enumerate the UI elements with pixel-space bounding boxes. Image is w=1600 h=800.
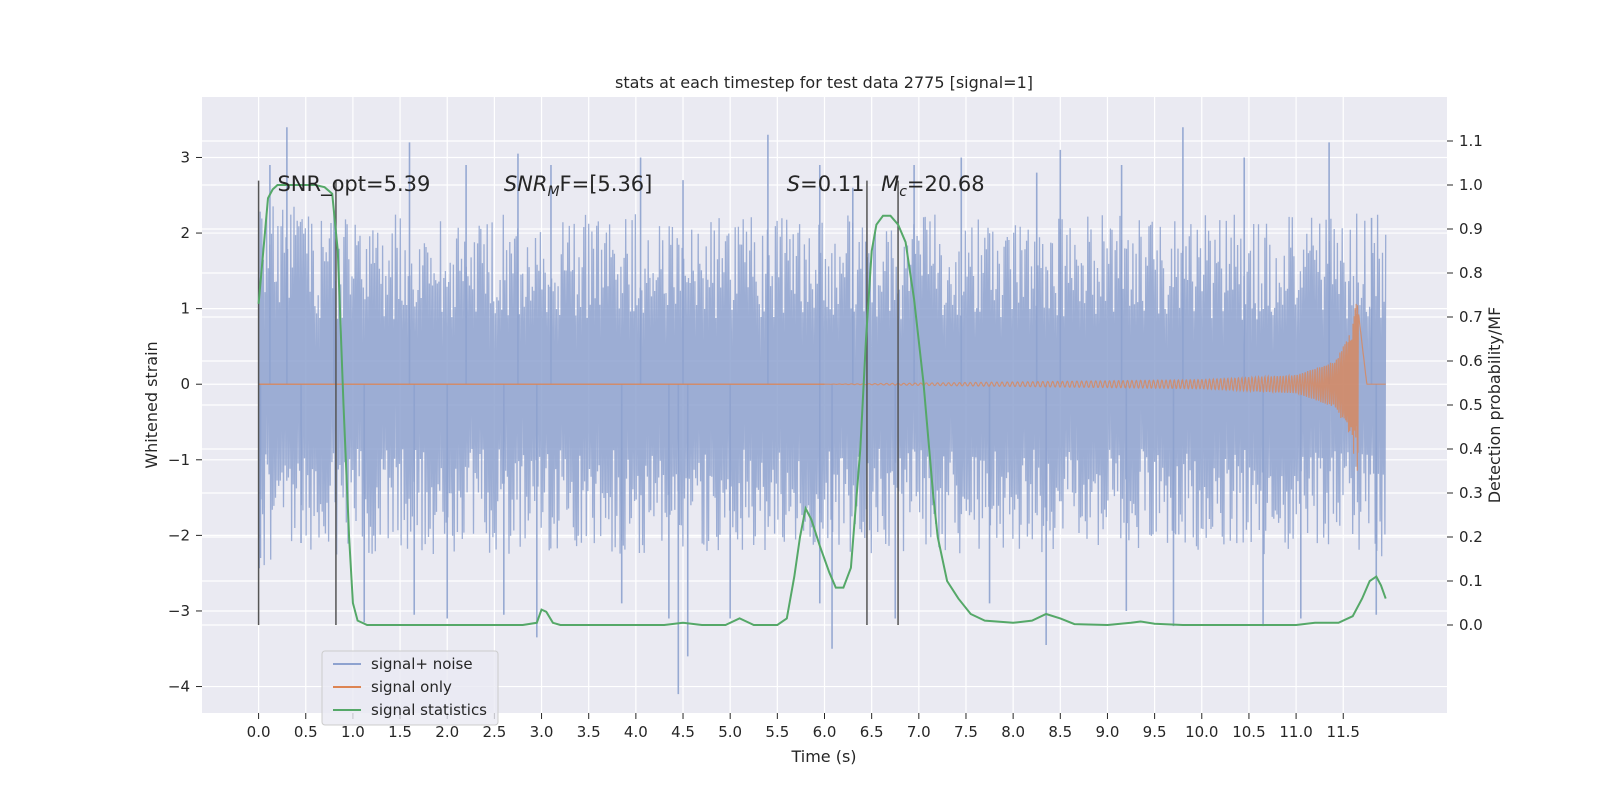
y-tick-label: 3 bbox=[180, 148, 190, 166]
annotation-italic: M bbox=[881, 172, 899, 196]
annotation-text: Mc=20.68 bbox=[881, 172, 985, 200]
y-right-tick-label: 0.3 bbox=[1459, 484, 1483, 502]
x-tick-label: 3.0 bbox=[530, 723, 554, 741]
annotations: SNR_opt=5.39 SNRMF=[5.36] S=0.11 Mc=20.68 bbox=[277, 172, 984, 200]
y-right-tick-label: 0.1 bbox=[1459, 572, 1483, 590]
x-tick-label: 5.5 bbox=[765, 723, 789, 741]
signal-only-series bbox=[258, 303, 1386, 471]
x-tick-label: 0.5 bbox=[294, 723, 318, 741]
y-right-tick-label: 0.7 bbox=[1459, 308, 1483, 326]
y-tick-label: −4 bbox=[168, 678, 190, 696]
y-right-tick-label: 1.0 bbox=[1459, 176, 1483, 194]
x-tick-label: 3.5 bbox=[577, 723, 601, 741]
y-tick-label: 2 bbox=[180, 224, 190, 242]
y-axis-right-label: Detection probability/MF bbox=[1485, 307, 1504, 504]
x-tick-label: 8.5 bbox=[1048, 723, 1072, 741]
annotation-text: SNRMF=[5.36] bbox=[504, 172, 653, 200]
y-tick-label: −3 bbox=[168, 602, 190, 620]
annotation-value: F=[5.36] bbox=[560, 172, 653, 196]
annotation-subscript: M bbox=[547, 184, 559, 200]
y-tick-label: 0 bbox=[180, 375, 190, 393]
y-right-tick-label: 0.5 bbox=[1459, 396, 1483, 414]
x-tick-label: 6.0 bbox=[813, 723, 837, 741]
y-right-tick-label: 0.4 bbox=[1459, 440, 1483, 458]
chart-title: stats at each timestep for test data 277… bbox=[615, 73, 1033, 92]
x-tick-label: 9.0 bbox=[1096, 723, 1120, 741]
annotation-value: =20.68 bbox=[907, 172, 985, 196]
legend-label: signal statistics bbox=[371, 701, 487, 719]
y-axis-left-label: Whitened strain bbox=[142, 341, 161, 468]
y-right-tick-label: 0.2 bbox=[1459, 528, 1483, 546]
x-tick-label: 4.0 bbox=[624, 723, 648, 741]
marker-vertical-lines bbox=[257, 180, 899, 625]
annotation-value: =0.11 bbox=[800, 172, 864, 196]
annotation-text: S=0.11 bbox=[787, 172, 865, 196]
y-axis-left-ticks: 3 2 1 0 −1 −2 −3 −4 bbox=[168, 148, 202, 696]
signal-statistics-series bbox=[257, 184, 1387, 627]
x-tick-label: 11.5 bbox=[1327, 723, 1360, 741]
x-tick-label: 10.0 bbox=[1185, 723, 1218, 741]
y-right-tick-label: 0.0 bbox=[1459, 616, 1483, 634]
y-tick-label: −1 bbox=[168, 451, 190, 469]
annotation-italic: S bbox=[787, 172, 800, 196]
annotation-italic: SNR bbox=[504, 172, 548, 196]
y-axis-right-ticks: 1.1 1.0 0.9 0.8 0.7 0.6 0.5 0.4 0.3 0.2 0.1 0.0 bbox=[1447, 132, 1483, 634]
y-right-tick-label: 0.6 bbox=[1459, 352, 1483, 370]
annotation-text: SNR_opt=5.39 bbox=[277, 172, 430, 197]
legend-label: signal+ noise bbox=[371, 655, 473, 673]
x-tick-label: 5.0 bbox=[718, 723, 742, 741]
x-tick-label: 7.0 bbox=[907, 723, 931, 741]
legend-box bbox=[321, 650, 499, 726]
statistics-trace bbox=[257, 184, 1387, 627]
y-tick-label: −2 bbox=[168, 526, 190, 544]
x-tick-label: 11.0 bbox=[1279, 723, 1312, 741]
y-right-tick-label: 1.1 bbox=[1459, 132, 1483, 150]
y-right-tick-label: 0.9 bbox=[1459, 220, 1483, 238]
y-tick-label: 1 bbox=[180, 300, 190, 318]
legend-label: signal only bbox=[371, 678, 452, 696]
x-tick-label: 10.5 bbox=[1232, 723, 1265, 741]
x-tick-label: 6.5 bbox=[860, 723, 884, 741]
x-tick-label: 4.5 bbox=[671, 723, 695, 741]
signal-noise-series bbox=[257, 127, 1387, 695]
x-tick-label: 9.5 bbox=[1143, 723, 1167, 741]
x-tick-label: 8.0 bbox=[1001, 723, 1025, 741]
x-axis-label: Time (s) bbox=[790, 747, 856, 766]
x-tick-label: 0.0 bbox=[247, 723, 271, 741]
annotation-subscript: c bbox=[899, 184, 907, 200]
x-tick-label: 2.0 bbox=[435, 723, 459, 741]
legend: signal+ noise signal only signal statistic… bbox=[321, 650, 499, 726]
chirp-trace bbox=[824, 303, 1386, 471]
x-tick-label: 1.0 bbox=[341, 723, 365, 741]
y-right-tick-label: 0.8 bbox=[1459, 264, 1483, 282]
x-tick-label: 2.5 bbox=[482, 723, 506, 741]
x-axis-ticks: 0.0 0.5 1.0 1.5 2.0 2.5 3.0 3.5 4.0 4.5 5.0 5.5 6.0 6… bbox=[247, 713, 1360, 741]
x-tick-label: 1.5 bbox=[388, 723, 412, 741]
x-tick-label: 7.5 bbox=[954, 723, 978, 741]
